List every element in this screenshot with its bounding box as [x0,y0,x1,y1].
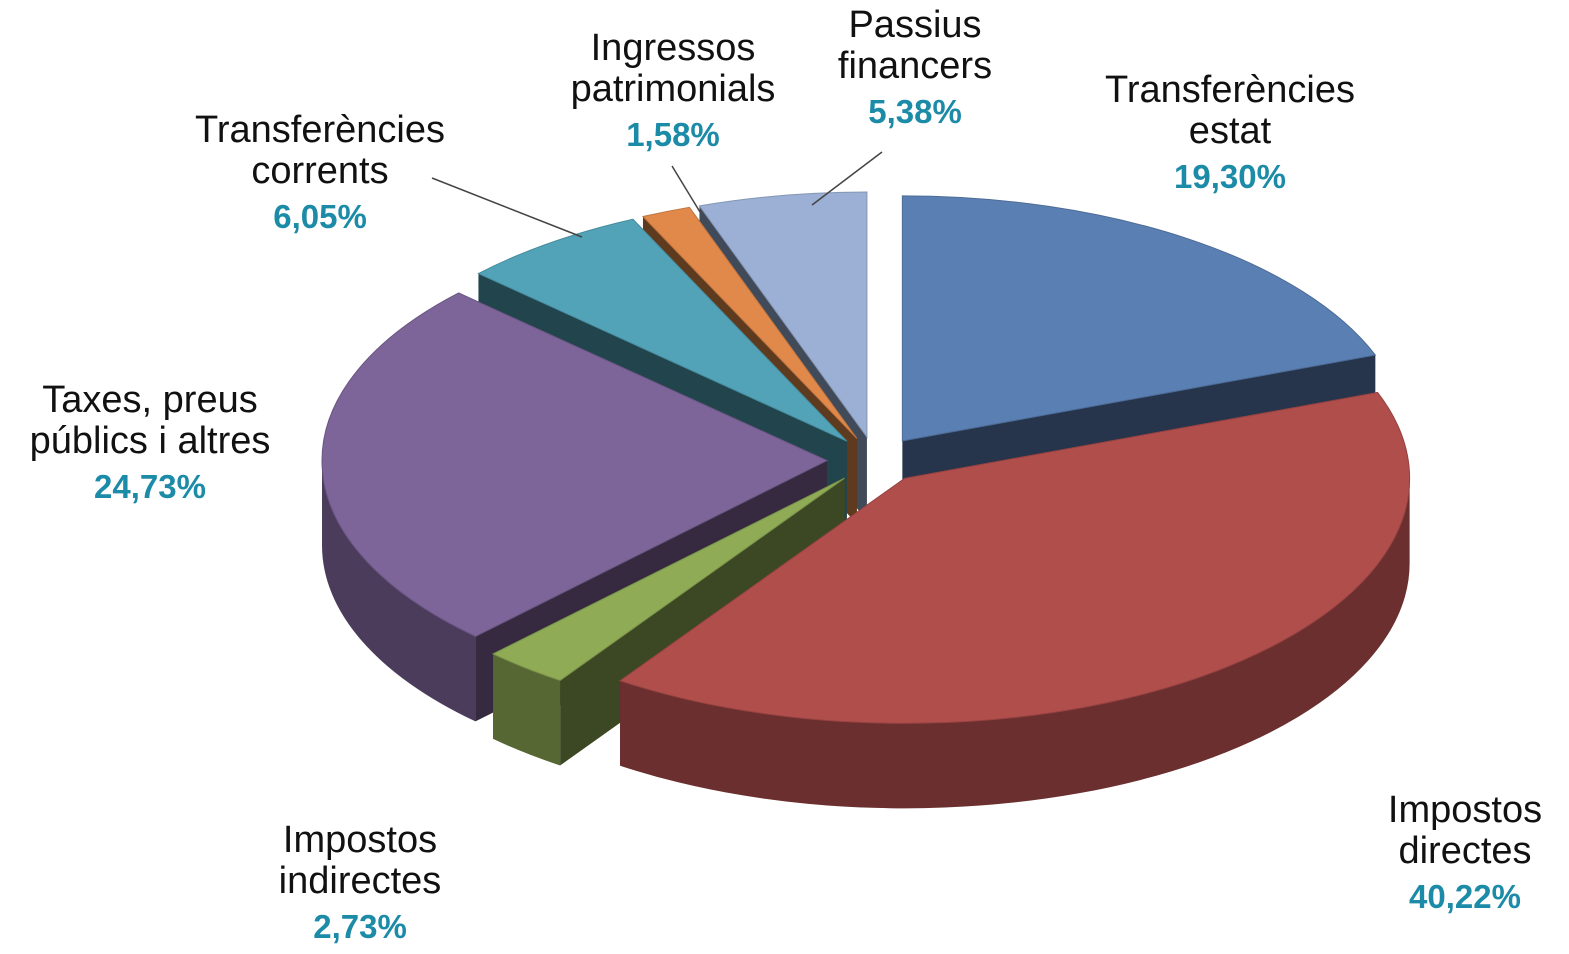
category-label: Transferències estat [1105,69,1355,152]
value-label: 1,58% [626,116,720,153]
slice [477,218,848,442]
value-label: 40,22% [1409,878,1521,915]
slice-label: Passius financers 5,38% [838,5,992,131]
slice-wall [493,653,561,766]
category-label: Impostos directes [1387,789,1543,872]
slice [698,191,868,439]
category-label: Impostos indirectes [278,819,442,902]
value-label: 6,05% [273,198,367,235]
slice [901,195,1377,442]
slice [618,391,1411,724]
value-label: 5,38% [868,93,962,130]
value-label: 2,73% [313,908,407,945]
leader-line [811,151,883,206]
slice-side [493,478,845,739]
slice-label: Taxes, preus públics i altres 24,73% [30,380,271,506]
category-label: Transferències corrents [195,109,445,192]
slice-label: Ingressos patrimonials 1,58% [571,28,776,154]
slice [491,477,845,682]
category-label: Ingressos patrimonials [570,27,776,110]
slice-label: Impostos indirectes 2,73% [279,820,442,946]
category-label: Taxes, preus públics i altres [29,379,271,462]
category-label: Passius financers [837,4,993,87]
slice-label: Transferències corrents 6,05% [195,110,445,236]
leader-line [671,165,701,213]
value-label: 24,73% [94,468,206,505]
slice-label: Transferències estat 19,30% [1105,70,1355,196]
slice-label: Impostos directes 40,22% [1388,790,1542,916]
slice [641,206,858,439]
value-label: 19,30% [1174,158,1286,195]
leader-line [431,177,583,238]
slice [321,292,829,637]
slice-wall [620,478,1410,809]
